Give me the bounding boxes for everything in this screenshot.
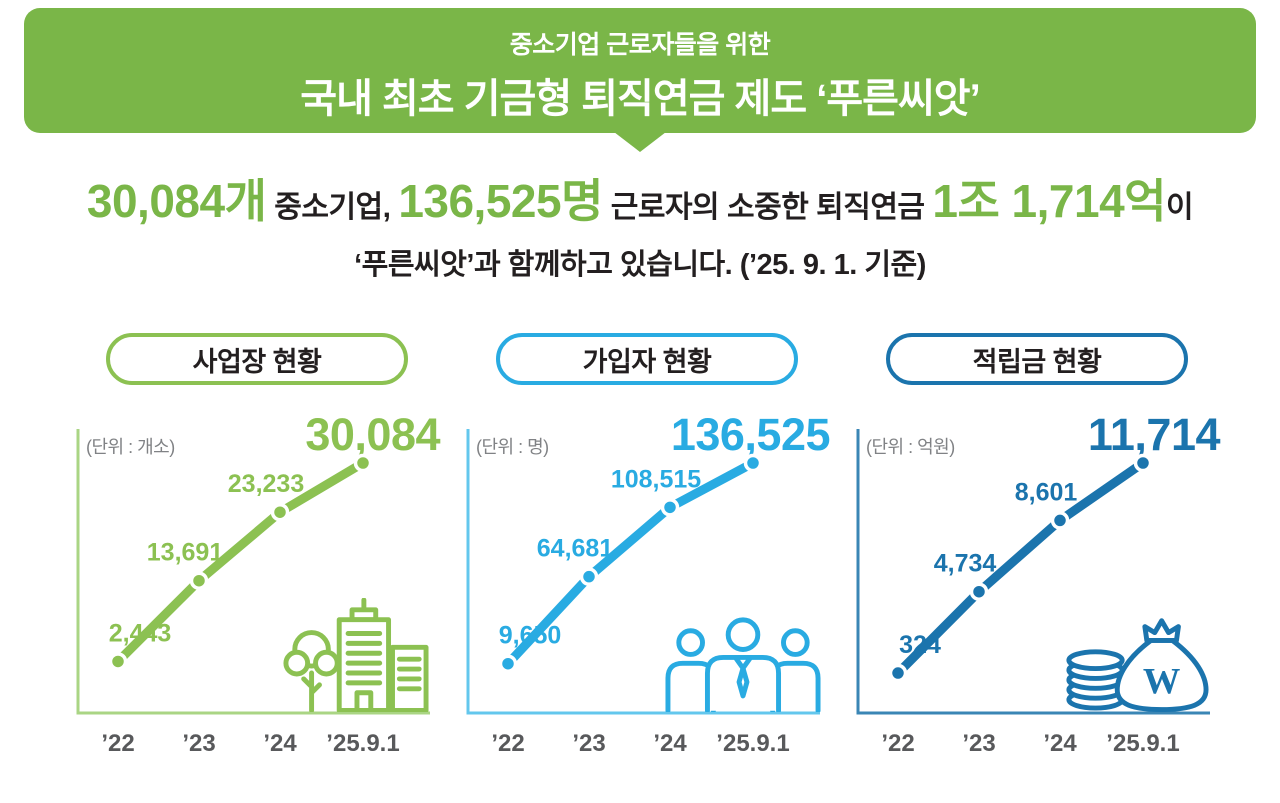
svg-text:13,691: 13,691 [147, 539, 224, 567]
svg-text:’24: ’24 [653, 730, 687, 757]
summary-text-1: 중소기업, [266, 191, 399, 224]
workplaces-status-pill: 사업장 현황 [106, 333, 408, 385]
svg-text:’22: ’22 [881, 730, 914, 757]
workplaces-chart-area: (단위 : 개소) 30,084 2,443 13,691 23,233 ’22 ’23… [72, 409, 442, 765]
members-pill-label: 가입자 현황 [582, 346, 712, 377]
svg-text:’22: ’22 [101, 730, 134, 757]
header-banner: 중소기업 근로자들을 위한 국내 최초 기금형 퇴직연금 제도 ‘푸른씨앗’ [24, 8, 1256, 133]
svg-text:64,681: 64,681 [537, 535, 614, 563]
svg-text:8,601: 8,601 [1015, 478, 1078, 506]
members-latest-value: 136,525 [670, 409, 831, 460]
reserves-unit-label: (단위 : 억원) [866, 437, 955, 457]
stat-members: 136,525명 [398, 175, 603, 227]
svg-text:’25.9.1: ’25.9.1 [326, 730, 399, 757]
svg-text:’25.9.1: ’25.9.1 [1106, 730, 1179, 757]
chart-card-reserves: 적립금 현황 (단위 : 억원) 11,714 324 4,734 8,601 ’22… [852, 333, 1222, 765]
summary-line2: ‘푸른씨앗’과 함께하고 있습니다. (’25. 9. 1. 기준) [354, 249, 926, 281]
members-status-pill: 가입자 현황 [496, 333, 798, 385]
svg-text:’22: ’22 [491, 730, 524, 757]
people-group-icon [665, 617, 821, 712]
svg-text:9,650: 9,650 [499, 622, 562, 650]
svg-text:4,734: 4,734 [934, 550, 997, 578]
summary-section: 30,084개 중소기업, 136,525명 근로자의 소중한 퇴직연금 1조 … [0, 165, 1280, 283]
members-chart-area: (단위 : 명) 136,525 9,650 64,681 108,515 ’22 ’2… [462, 409, 832, 765]
charts-row: 사업장 현황 (단위 : 개소) 30,084 2,443 13,691 23,23… [72, 333, 1222, 765]
banner-title: 국내 최초 기금형 퇴직연금 제도 ‘푸른씨앗’ [300, 77, 980, 121]
money-bag-coins-icon: W [1066, 618, 1209, 712]
workplaces-unit-label: (단위 : 개소) [86, 437, 175, 457]
svg-text:’23: ’23 [962, 730, 995, 757]
reserves-line-chart: 324 4,734 8,601 ’22 ’23 ’24 ’25.9.1 [856, 429, 1210, 757]
summary-text-3: 이 [1166, 191, 1194, 224]
reserves-status-pill: 적립금 현황 [886, 333, 1188, 385]
members-unit-label: (단위 : 명) [476, 437, 549, 457]
reserves-pill-label: 적립금 현황 [972, 346, 1102, 377]
svg-text:’23: ’23 [572, 730, 605, 757]
svg-text:2,443: 2,443 [109, 619, 172, 647]
workplaces-pill-label: 사업장 현황 [192, 346, 322, 377]
chart-card-workplaces: 사업장 현황 (단위 : 개소) 30,084 2,443 13,691 23,23… [72, 333, 442, 765]
stat-amount: 1조 1,714억 [932, 175, 1166, 227]
chart-card-members: 가입자 현황 (단위 : 명) 136,525 9,650 64,681 108,5… [462, 333, 832, 765]
summary-line1: 30,084개 중소기업, 136,525명 근로자의 소중한 퇴직연금 1조 … [0, 165, 1280, 231]
svg-text:’23: ’23 [182, 730, 215, 757]
svg-text:’24: ’24 [1043, 730, 1077, 757]
buildings-tree-icon [283, 597, 429, 712]
svg-text:’24: ’24 [263, 730, 297, 757]
svg-text:W: W [1143, 662, 1180, 703]
workplaces-latest-value: 30,084 [305, 409, 440, 460]
svg-text:’25.9.1: ’25.9.1 [716, 730, 789, 757]
summary-text-2: 근로자의 소중한 퇴직연금 [602, 191, 933, 224]
members-line-chart: 9,650 64,681 108,515 ’22 ’23 ’24 ’25.9.1 [466, 429, 820, 757]
stat-workplaces: 30,084개 [86, 175, 267, 227]
svg-text:324: 324 [899, 631, 941, 659]
banner-tagline: 중소기업 근로자들을 위한 [509, 31, 771, 59]
svg-text:23,233: 23,233 [228, 470, 304, 498]
reserves-latest-value: 11,714 [1087, 409, 1221, 460]
reserves-chart-area: (단위 : 억원) 11,714 324 4,734 8,601 ’22 ’23 ’24 ’… [852, 409, 1222, 765]
workplaces-line-chart: 2,443 13,691 23,233 ’22 ’23 ’24 ’25.9.1 [76, 429, 430, 757]
svg-text:108,515: 108,515 [611, 465, 701, 493]
